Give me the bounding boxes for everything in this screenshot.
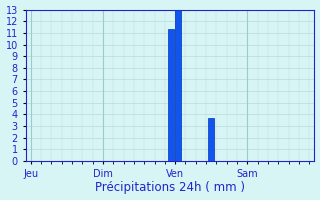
Bar [208,118,214,161]
Bar [168,29,174,161]
X-axis label: Précipitations 24h ( mm ): Précipitations 24h ( mm ) [95,181,245,194]
Bar [175,10,181,161]
